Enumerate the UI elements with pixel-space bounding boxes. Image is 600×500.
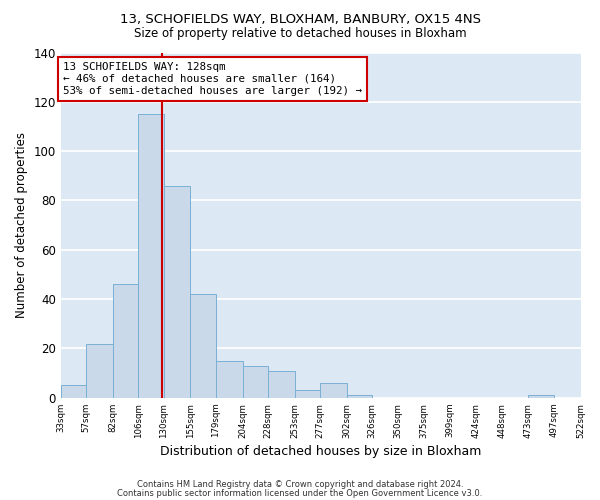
Bar (529, 396, 554, 398)
Text: Size of property relative to detached houses in Bloxham: Size of property relative to detached ho… (134, 28, 466, 40)
Bar (190, 294, 216, 398)
Bar (113, 284, 139, 398)
Y-axis label: Number of detached properties: Number of detached properties (15, 132, 28, 318)
Bar (295, 390, 320, 398)
Text: 13, SCHOFIELDS WAY, BLOXHAM, BANBURY, OX15 4NS: 13, SCHOFIELDS WAY, BLOXHAM, BANBURY, OX… (119, 12, 481, 26)
Bar (242, 366, 268, 398)
Bar (216, 361, 242, 398)
Bar (86, 344, 113, 398)
Text: 13 SCHOFIELDS WAY: 128sqm
← 46% of detached houses are smaller (164)
53% of semi: 13 SCHOFIELDS WAY: 128sqm ← 46% of detac… (63, 62, 362, 96)
Text: Contains public sector information licensed under the Open Government Licence v3: Contains public sector information licen… (118, 488, 482, 498)
Bar (268, 370, 295, 398)
X-axis label: Distribution of detached houses by size in Bloxham: Distribution of detached houses by size … (160, 444, 481, 458)
Text: Contains HM Land Registry data © Crown copyright and database right 2024.: Contains HM Land Registry data © Crown c… (137, 480, 463, 489)
Bar (61, 386, 86, 398)
Bar (139, 114, 164, 398)
Bar (320, 383, 347, 398)
Bar (164, 186, 190, 398)
Bar (347, 396, 372, 398)
